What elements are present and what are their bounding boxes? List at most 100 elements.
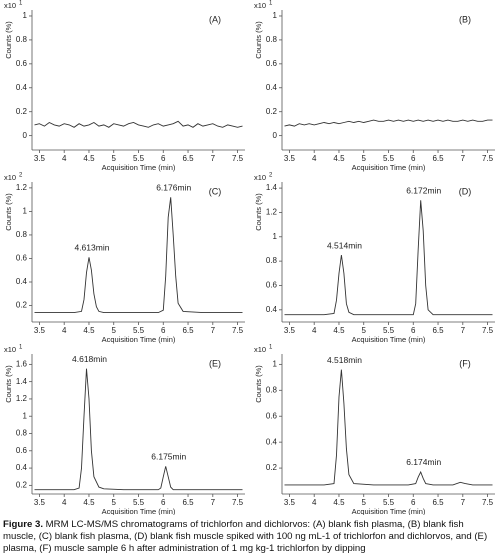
- y-tick-label: 0.2: [16, 301, 28, 310]
- caption-label: Figure 3.: [3, 519, 43, 530]
- figure: 0 0.2 0.4 0.6 0.8 1 3.5 4 4.5 5 5.5 6 6.5 7 7.5 Acquisi…: [4, 1, 495, 515]
- y-tick-label: 1.4: [16, 377, 28, 386]
- x-tick-label: 4.5: [83, 326, 95, 335]
- y-multiplier: x10: [254, 1, 266, 10]
- y-tick-label: 0.6: [266, 411, 278, 420]
- y-multiplier: x10: [4, 173, 16, 182]
- peak-annotation: 6.175min: [151, 452, 186, 462]
- y-tick-label: 0: [23, 131, 28, 140]
- x-tick-label: 7.5: [232, 498, 244, 507]
- y-tick-label: 1: [23, 207, 28, 216]
- y-exponent: 1: [269, 345, 273, 351]
- x-tick-label: 6.5: [182, 326, 194, 335]
- y-exponent: 1: [269, 1, 273, 7]
- x-tick-label: 4: [312, 326, 317, 335]
- y-tick-label: 1: [23, 411, 28, 420]
- y-tick-label: 0.4: [266, 305, 278, 314]
- y-axis-label: Counts (%): [254, 365, 263, 403]
- x-tick-label: 6.5: [182, 498, 194, 507]
- panel-label: (B): [459, 14, 471, 24]
- x-tick-label: 5: [362, 498, 367, 507]
- y-tick-label: 1: [23, 11, 28, 20]
- x-tick-label: 6: [161, 326, 166, 335]
- peak-annotation: 6.174min: [406, 457, 441, 467]
- x-tick-label: 6: [411, 326, 416, 335]
- x-tick-label: 5.5: [133, 326, 145, 335]
- x-tick-label: 5.5: [383, 326, 395, 335]
- y-tick-label: 0.8: [16, 35, 28, 44]
- x-tick-label: 4.5: [83, 498, 95, 507]
- x-tick-label: 3.5: [34, 498, 46, 507]
- caption: Figure 3. MRM LC-MS/MS chromatograms of …: [3, 519, 497, 555]
- x-tick-label: 5: [112, 498, 117, 507]
- x-tick-label: 3.5: [284, 326, 296, 335]
- y-tick-label: 0.4: [266, 83, 278, 92]
- y-tick-label: 0.6: [16, 254, 28, 263]
- y-tick-label: 1.4: [266, 183, 278, 192]
- x-tick-label: 7: [211, 154, 216, 163]
- y-tick-label: 1: [273, 11, 278, 20]
- y-tick-label: 1.2: [266, 208, 278, 217]
- y-multiplier: x10: [254, 173, 266, 182]
- y-tick-label: 0.2: [16, 107, 28, 116]
- peak-annotation: 4.518min: [327, 355, 362, 365]
- x-tick-label: 4: [312, 154, 317, 163]
- x-axis-label: Acquisition Time (min): [352, 507, 426, 515]
- x-tick-label: 7.5: [482, 154, 494, 163]
- x-tick-label: 6: [161, 498, 166, 507]
- x-tick-label: 4: [62, 154, 67, 163]
- x-tick-label: 7.5: [232, 326, 244, 335]
- y-tick-label: 0.2: [266, 107, 278, 116]
- x-tick-label: 3.5: [284, 154, 296, 163]
- y-tick-label: 0.4: [16, 277, 28, 286]
- y-exponent: 1: [19, 1, 23, 7]
- x-tick-label: 5.5: [383, 154, 395, 163]
- x-tick-label: 7: [461, 154, 466, 163]
- y-tick-label: 1.6: [16, 359, 28, 368]
- x-tick-label: 7.5: [482, 326, 494, 335]
- x-tick-label: 4: [62, 498, 67, 507]
- x-tick-label: 4.5: [333, 498, 345, 507]
- y-axis-label: Counts (%): [254, 21, 263, 59]
- y-tick-label: 0: [273, 131, 278, 140]
- y-axis-label: Counts (%): [4, 365, 13, 403]
- y-tick-label: 0.4: [16, 83, 28, 92]
- y-tick-label: 1.2: [16, 394, 28, 403]
- x-tick-label: 6: [411, 498, 416, 507]
- trace: [284, 119, 493, 127]
- x-tick-label: 6.5: [432, 498, 444, 507]
- panel-label: (F): [459, 358, 471, 368]
- x-tick-label: 5: [362, 326, 367, 335]
- x-tick-label: 5.5: [133, 498, 145, 507]
- x-tick-label: 7: [211, 498, 216, 507]
- x-tick-label: 3.5: [284, 498, 296, 507]
- y-axis-label: Counts (%): [254, 193, 263, 231]
- y-tick-label: 0.4: [16, 463, 28, 472]
- y-tick-label: 0.8: [16, 230, 28, 239]
- y-exponent: 2: [19, 173, 23, 179]
- peak-annotation: 6.176min: [156, 183, 191, 193]
- x-tick-label: 3.5: [34, 326, 46, 335]
- y-tick-label: 0.2: [16, 480, 28, 489]
- x-tick-label: 4.5: [83, 154, 95, 163]
- x-axis-label: Acquisition Time (min): [352, 163, 426, 172]
- y-tick-label: 0.6: [16, 59, 28, 68]
- trace: [34, 368, 243, 491]
- panel-label: (E): [209, 358, 221, 368]
- panel-label: (D): [459, 186, 472, 196]
- x-tick-label: 5: [362, 154, 367, 163]
- y-exponent: 2: [269, 173, 273, 179]
- panel-label: (A): [209, 14, 221, 24]
- y-multiplier: x10: [4, 1, 16, 10]
- x-tick-label: 4.5: [333, 326, 345, 335]
- y-tick-label: 0.6: [16, 446, 28, 455]
- x-tick-label: 6: [411, 154, 416, 163]
- x-axis-label: Acquisition Time (min): [102, 335, 176, 344]
- x-tick-label: 5.5: [133, 154, 145, 163]
- x-axis-label: Acquisition Time (min): [102, 507, 176, 515]
- y-tick-label: 0.8: [266, 35, 278, 44]
- y-axis-label: Counts (%): [4, 193, 13, 231]
- y-tick-label: 0.4: [266, 437, 278, 446]
- x-tick-label: 5.5: [383, 498, 395, 507]
